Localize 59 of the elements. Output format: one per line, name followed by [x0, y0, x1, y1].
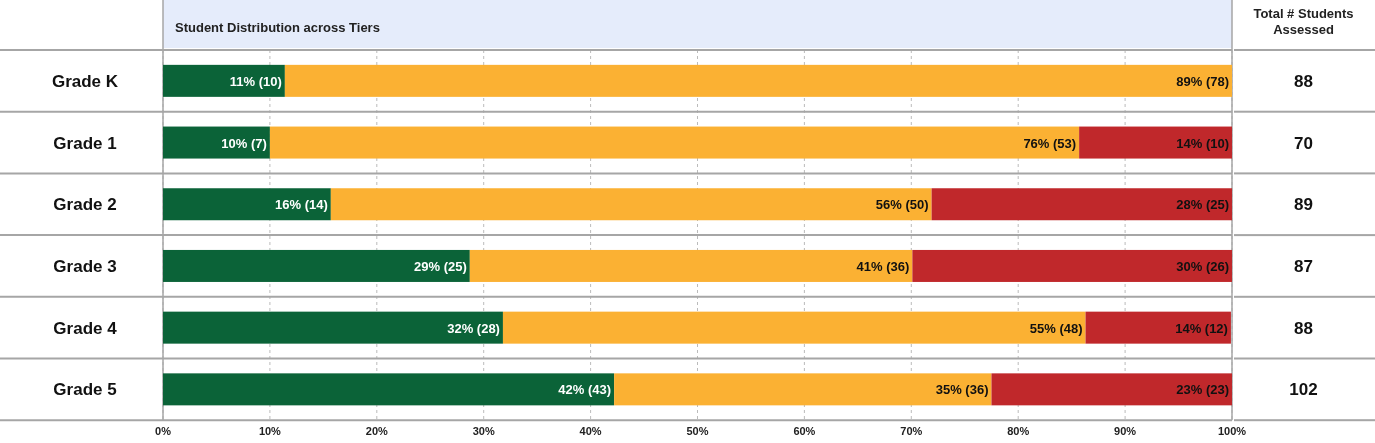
bar: [163, 126, 270, 159]
data-label: 42% (43): [558, 382, 612, 398]
x-tick-label: 70%: [900, 425, 923, 438]
bar: [284, 64, 1232, 97]
data-label: 14% (10): [1176, 135, 1229, 151]
bar: [163, 373, 615, 406]
text: 88: [1294, 71, 1313, 91]
bar: [614, 373, 992, 406]
bar: [1079, 126, 1232, 159]
text: Total # Students Assessed: [1253, 6, 1354, 37]
x-tick-label: 30%: [472, 425, 495, 438]
text: 87: [1294, 256, 1313, 276]
data-label: 14% (12): [1175, 320, 1228, 336]
text: 70: [1294, 133, 1313, 153]
x-tick-label: 10%: [258, 425, 282, 438]
bar: [163, 311, 503, 344]
bar: [163, 249, 470, 282]
x-tick-label: 60%: [793, 425, 816, 438]
data-label: 89% (78): [1176, 73, 1229, 89]
data-label: 35% (36): [935, 382, 989, 398]
y-tick-label: Grade 5: [53, 380, 117, 400]
data-label: 32% (28): [447, 320, 500, 336]
data-label: 41% (36): [856, 258, 910, 274]
bar: [469, 249, 913, 282]
data-label: 11% (10): [229, 73, 282, 89]
bar: [269, 126, 1080, 159]
data-label: 10% (7): [221, 135, 267, 151]
data-label: 29% (25): [414, 258, 467, 274]
bar: [330, 188, 932, 221]
data-label: 76% (53): [1023, 135, 1077, 151]
x-tick-label: 0%: [155, 425, 172, 438]
bar: [1085, 311, 1231, 344]
bar: [912, 249, 1232, 282]
x-tick-label: 90%: [1114, 425, 1137, 438]
x-tick-label: 80%: [1007, 425, 1030, 438]
bar: [991, 373, 1232, 406]
y-tick-label: Grade 3: [53, 256, 117, 276]
data-label: 30% (26): [1176, 258, 1229, 274]
y-tick-label: Grade 4: [53, 318, 118, 338]
bar: [163, 188, 331, 221]
bar: [163, 64, 285, 97]
data-label: 55% (48): [1029, 320, 1083, 336]
bar: [502, 311, 1086, 344]
data-label: 23% (23): [1176, 382, 1229, 398]
x-tick-label: 100%: [1217, 425, 1247, 438]
data-label: 28% (25): [1176, 197, 1229, 213]
bar: [931, 188, 1232, 221]
data-label: 56% (50): [875, 197, 929, 213]
text: 88: [1294, 318, 1313, 338]
x-tick-label: 20%: [365, 425, 389, 438]
y-tick-label: Grade 2: [53, 195, 117, 215]
x-tick-label: 50%: [686, 425, 709, 438]
y-tick-label: Grade K: [51, 71, 119, 91]
text: 102: [1289, 380, 1318, 400]
data-label: 16% (14): [275, 197, 328, 213]
chart-title: Student Distribution across Tiers: [175, 20, 380, 35]
x-tick-label: 40%: [579, 425, 602, 438]
y-tick-label: Grade 1: [53, 133, 117, 153]
text: 89: [1294, 195, 1313, 215]
